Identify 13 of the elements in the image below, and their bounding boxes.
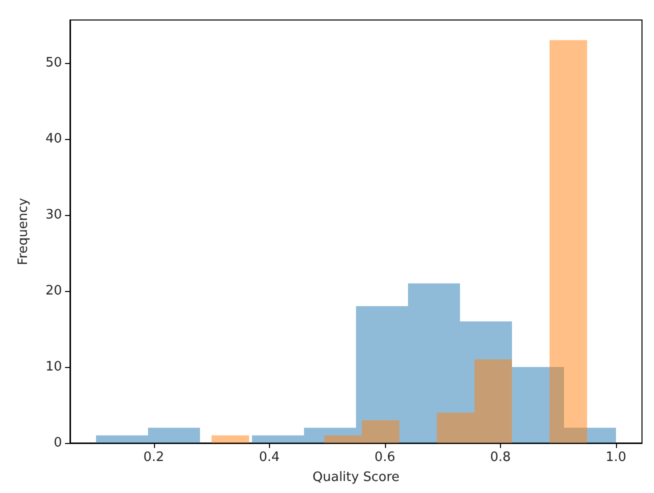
y-axis-title: Frequency: [16, 198, 31, 266]
y-tick-label: 10: [45, 359, 62, 374]
x-tick-label: 0.6: [374, 450, 396, 465]
y-tick-label: 0: [54, 436, 62, 450]
x-tick-label: 0.4: [258, 450, 280, 465]
y-tick-label: 50: [45, 55, 62, 70]
y-tick-label: 40: [45, 131, 62, 146]
x-tick-label: 1.0: [606, 450, 626, 465]
y-tick-label: 20: [45, 283, 62, 298]
x-tick-label: 0.8: [490, 450, 511, 465]
y-tick-label: 30: [45, 207, 62, 222]
x-axis-title: Quality Score: [312, 470, 400, 485]
x-tick-label: 0.2: [143, 450, 164, 465]
